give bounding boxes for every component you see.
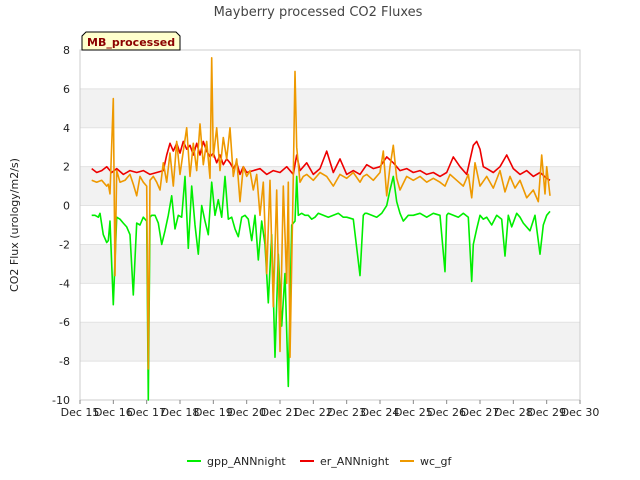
y-tick-label: -8 <box>59 355 70 368</box>
x-tick-label: Dec 30 <box>561 406 600 419</box>
series-line-er_ANNnight <box>91 140 551 181</box>
x-tick-label: Dec 26 <box>427 406 466 419</box>
x-tick-label: Dec 19 <box>194 406 233 419</box>
grid-band <box>80 166 580 206</box>
x-tick-label: Dec 17 <box>127 406 166 419</box>
series-line-wc_gf <box>91 56 551 370</box>
chart-title: Mayberry processed CO2 Fluxes <box>214 5 423 20</box>
x-tick-label: Dec 24 <box>361 406 400 419</box>
grid-band <box>80 361 580 400</box>
x-tick-label: Dec 20 <box>227 406 266 419</box>
x-tick-label: Dec 15 <box>61 406 100 419</box>
annotation-text: MB_processed <box>87 36 175 49</box>
grid-band <box>80 244 580 284</box>
x-tick-label: Dec 18 <box>161 406 200 419</box>
grid-band <box>80 88 580 128</box>
legend-label-wc_gf: wc_gf <box>420 455 453 468</box>
y-tick-labels: -10 -8 -6 -4 -2 0 2 4 6 8 <box>52 44 70 407</box>
x-tick-label: Dec 25 <box>394 406 433 419</box>
legend-label-er_ANNnight: er_ANNnight <box>320 455 390 468</box>
annotation-box <box>81 31 181 51</box>
grid-band <box>80 50 580 89</box>
x-tick-label: Dec 16 <box>94 406 133 419</box>
grid-band <box>80 205 580 245</box>
grid-band <box>80 322 580 362</box>
y-tick-label: -10 <box>52 394 70 407</box>
x-tick-marks <box>79 400 581 404</box>
grid-band <box>80 283 580 323</box>
legend: gpp_ANNnight er_ANNnight wc_gf <box>187 455 453 468</box>
x-tick-label: Dec 22 <box>294 406 333 419</box>
y-axis-label: CO2 Flux (urology/m2/s) <box>8 158 21 292</box>
y-tick-label: -6 <box>59 316 70 329</box>
series-lines <box>91 56 551 401</box>
x-tick-label: Dec 29 <box>527 406 566 419</box>
annotation-tag: MB_processed <box>81 31 181 51</box>
x-tick-label: Dec 27 <box>461 406 500 419</box>
y-tick-label: -2 <box>59 238 70 251</box>
x-tick-label: Dec 28 <box>494 406 533 419</box>
y-tick-label: 0 <box>63 200 70 213</box>
legend-label-gpp_ANNnight: gpp_ANNnight <box>207 455 286 468</box>
grid-bands <box>80 49 580 401</box>
y-tick-label: 8 <box>63 44 70 57</box>
y-tick-label: 6 <box>63 83 70 96</box>
y-tick-label: -4 <box>59 277 70 290</box>
plot-area-border <box>79 49 581 401</box>
y-tick-label: 4 <box>63 122 70 135</box>
x-tick-label: Dec 21 <box>261 406 300 419</box>
y-tick-label: 2 <box>63 161 70 174</box>
x-tick-label: Dec 23 <box>327 406 366 419</box>
